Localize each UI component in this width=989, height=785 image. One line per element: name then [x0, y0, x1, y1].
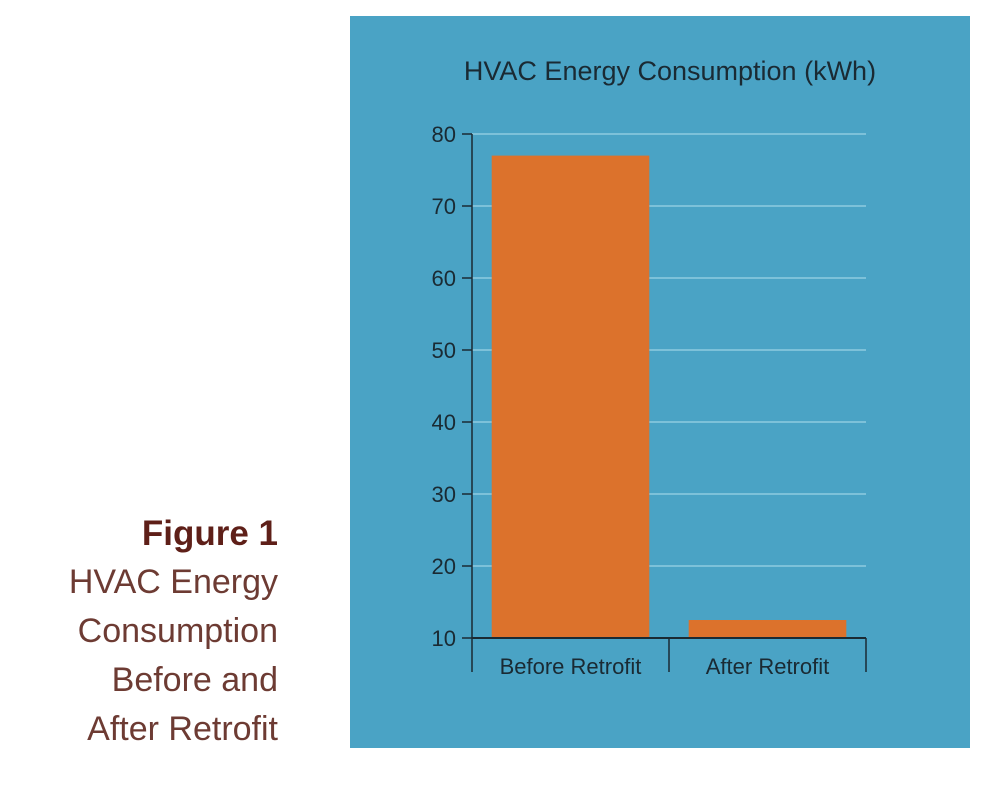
- y-tick-label: 50: [432, 338, 456, 363]
- y-tick-label: 80: [432, 122, 456, 147]
- figure-description: HVAC Energy Consumption Before and After…: [20, 558, 278, 754]
- figure-description-line: Consumption: [77, 612, 278, 650]
- y-tick-label: 40: [432, 410, 456, 435]
- axes: 10 20 30 40 50 60 70 80 Before Retrofit After Ret…: [432, 122, 867, 679]
- bar-chart: HVAC Energy Consumption (kWh) 10 20 30 40 50…: [432, 56, 877, 679]
- y-tick-label: 10: [432, 626, 456, 651]
- figure-label: Figure 1: [141, 514, 278, 553]
- figure-description-line: Before and: [111, 661, 278, 699]
- y-tick-label: 20: [432, 554, 456, 579]
- bar: [491, 155, 650, 638]
- y-tick-label: 70: [432, 194, 456, 219]
- x-tick-label: After Retrofit: [706, 654, 829, 679]
- y-tick-label: 30: [432, 482, 456, 507]
- chart-panel: HVAC Energy Consumption (kWh) 10 20 30 40 50…: [350, 16, 970, 748]
- y-tick-label: 60: [432, 266, 456, 291]
- figure-description-line: After Retrofit: [87, 710, 278, 748]
- chart-title: HVAC Energy Consumption (kWh): [464, 56, 876, 86]
- bars: [491, 155, 847, 638]
- figure-description-line: HVAC Energy: [68, 563, 278, 601]
- figure-caption: Figure 1 HVAC Energy Consumption Before …: [20, 510, 278, 754]
- x-tick-label: Before Retrofit: [500, 654, 642, 679]
- bar: [688, 620, 847, 638]
